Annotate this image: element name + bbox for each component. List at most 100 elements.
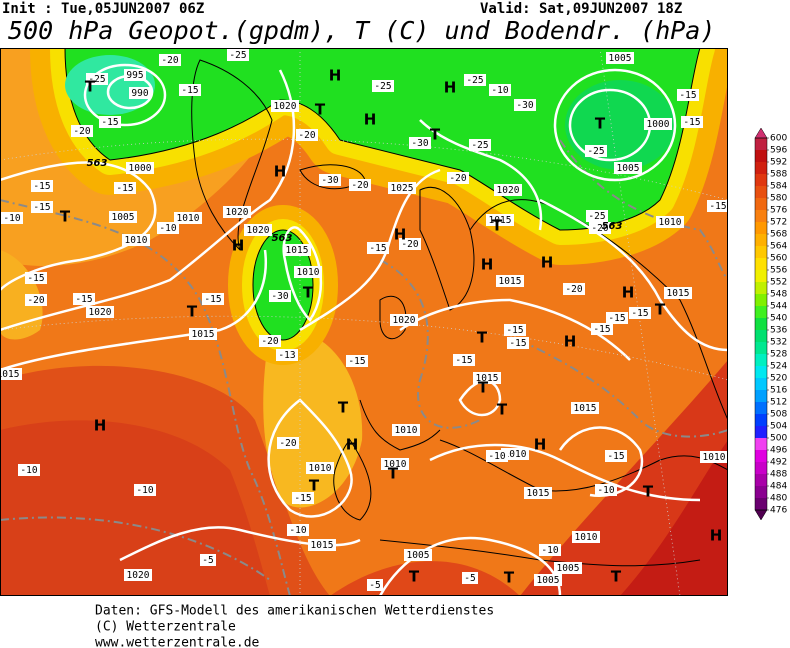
pressure-label: 1005: [537, 575, 560, 586]
colorbar-tick-label: 548: [770, 290, 787, 300]
colorbar-tick-label: 476: [770, 506, 787, 516]
temperature-label: -20: [73, 126, 90, 137]
colorbar-cell: [755, 186, 767, 198]
colorbar-cell: [755, 210, 767, 222]
pressure-center: T: [309, 477, 320, 495]
colorbar-cell: [755, 330, 767, 342]
pressure-center: T: [60, 208, 71, 226]
pressure-center: T: [409, 568, 420, 586]
height-label: 563: [87, 158, 108, 169]
temperature-label: -5: [202, 555, 213, 566]
temperature-label: -15: [204, 294, 221, 305]
label-box: [109, 211, 137, 223]
pressure-label: 1015: [527, 488, 550, 499]
colorbar-tick-label: 600: [770, 134, 787, 144]
pressure-label: 1020: [89, 307, 112, 318]
trough-west: [228, 205, 338, 365]
pressure-label: 1015: [192, 329, 215, 340]
pressure-label: 1020: [127, 570, 150, 581]
pressure-label: 1015: [286, 245, 309, 256]
label-box: [124, 69, 146, 81]
pressure-center: T: [504, 569, 515, 587]
colorbar-tick-label: 580: [770, 194, 787, 204]
colorbar-tick-label: 596: [770, 146, 787, 156]
colorbar-cell: [755, 174, 767, 186]
colorbar-cell: [755, 138, 767, 150]
label-box: [453, 354, 475, 366]
label-box: [25, 294, 47, 306]
temperature-label: -15: [33, 202, 50, 213]
temperature-label: -20: [298, 130, 315, 141]
map-area: 995 990 1005 1000 1005 1020 1000 1005 1010 1010 10…: [0, 48, 728, 596]
colorbar-tick-label: 540: [770, 314, 787, 324]
label-box: [614, 162, 642, 174]
pressure-center: T: [430, 126, 441, 144]
temperature-label: -10: [3, 213, 20, 224]
label-box: [31, 201, 53, 213]
temperature-label: -25: [588, 211, 605, 222]
temperature-label: -30: [271, 291, 288, 302]
label-box: [306, 462, 334, 474]
colorbar-cell: [755, 390, 767, 402]
colorbar-tick-label: 512: [770, 398, 787, 408]
pressure-center: H: [329, 67, 342, 85]
temperature-label: -15: [33, 181, 50, 192]
label-box: [504, 324, 526, 336]
label-box: [18, 464, 40, 476]
temperature-label: -13: [278, 350, 295, 361]
colorbar-cell: [755, 150, 767, 162]
colorbar-cell: [755, 198, 767, 210]
colorbar-tick-label: 484: [770, 482, 787, 492]
label-box: [447, 172, 469, 184]
label-box: [381, 458, 409, 470]
colorbar-tick-label: 508: [770, 410, 787, 420]
pressure-center: T: [643, 483, 654, 501]
label-box: [473, 372, 501, 384]
pressure-center: H: [346, 436, 359, 454]
pressure-label: 1005: [112, 212, 135, 223]
pressure-center: T: [85, 78, 96, 96]
label-box: [629, 307, 651, 319]
colorbar-cell: [755, 426, 767, 438]
label-box: [494, 184, 522, 196]
label-box: [372, 80, 394, 92]
temperature-label: -20: [351, 180, 368, 191]
temperature-label: -10: [597, 485, 614, 496]
label-box: [571, 402, 599, 414]
colorbar-tick-label: 500: [770, 434, 787, 444]
label-box: [677, 89, 699, 101]
label-box: [464, 74, 486, 86]
temperature-label: -25: [466, 75, 483, 86]
valid-time: Valid: Sat,09JUN2007 18Z: [480, 1, 682, 17]
temperature-label: -10: [491, 85, 508, 96]
label-box: [514, 99, 536, 111]
temperature-label: -15: [455, 355, 472, 366]
pressure-label: 1000: [129, 163, 152, 174]
temperature-label: -10: [136, 485, 153, 496]
temperature-label: -15: [369, 243, 386, 254]
pressure-center: H: [564, 333, 577, 351]
label-box: [287, 524, 309, 536]
height-label: 563: [602, 221, 623, 232]
label-box: [174, 212, 202, 224]
colorbar-cell: [755, 402, 767, 414]
colorbar-tick-label: 552: [770, 278, 787, 288]
temperature-label: -15: [27, 273, 44, 284]
temperature-label: -15: [631, 308, 648, 319]
colorbar-tick-label: 556: [770, 266, 787, 276]
colorbar-cell: [755, 450, 767, 462]
label-box: [1, 212, 23, 224]
pressure-label: 1010: [575, 532, 598, 543]
pressure-center: T: [303, 284, 314, 302]
temperature-label: -15: [683, 117, 700, 128]
colorbar-cell: [755, 222, 767, 234]
temperature-label: -15: [679, 90, 696, 101]
temperature-label: -25: [471, 140, 488, 151]
colorbar-tick-label: 532: [770, 338, 787, 348]
colorbar-cell: [755, 294, 767, 306]
label-box: [269, 290, 291, 302]
label-box: [409, 137, 431, 149]
temperature-label: -25: [374, 81, 391, 92]
temperature-label: -10: [488, 451, 505, 462]
label-box: [656, 216, 684, 228]
